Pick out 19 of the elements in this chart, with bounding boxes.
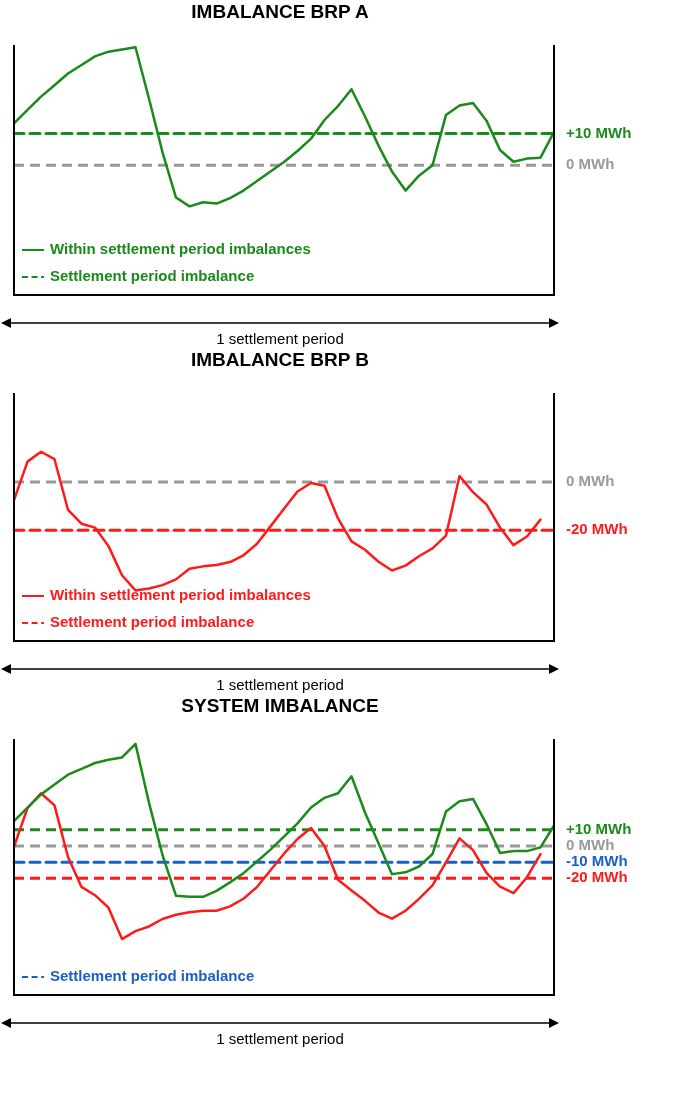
y-tick-label: -20 MWh xyxy=(566,520,628,538)
y-tick-label: +10 MWh xyxy=(566,819,632,837)
chart-title: SYSTEM IMBALANCE xyxy=(180,694,380,718)
y-tick-label: -10 MWh xyxy=(566,852,628,870)
x-axis-title: 1 settlement period xyxy=(215,676,345,694)
legend-label: Within settlement period imbalances xyxy=(50,240,311,258)
legend-label: Within settlement period imbalances xyxy=(50,586,311,604)
y-tick-label: +10 MWh xyxy=(566,123,632,141)
x-axis-title: 1 settlement period xyxy=(215,1030,345,1048)
chart-title: IMBALANCE BRP B xyxy=(189,348,370,372)
chart-title: IMBALANCE BRP A xyxy=(190,0,370,24)
legend-label: Settlement period imbalance xyxy=(50,613,255,631)
y-tick-label: 0 MWh xyxy=(566,155,615,173)
legend-label: Settlement period imbalance xyxy=(50,967,255,985)
legend-label: Settlement period imbalance xyxy=(50,267,255,285)
y-tick-label: 0 MWh xyxy=(566,836,615,854)
y-tick-label: -20 MWh xyxy=(566,868,628,886)
x-axis-title: 1 settlement period xyxy=(215,330,345,348)
y-tick-label: 0 MWh xyxy=(566,472,615,490)
